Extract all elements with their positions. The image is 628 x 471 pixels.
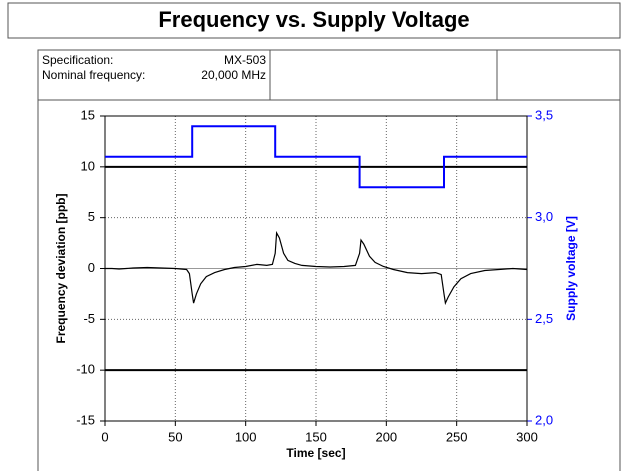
y2-axis-label: Supply voltage [V] <box>564 216 578 321</box>
x-tick-label: 100 <box>235 429 257 444</box>
x-tick-label: 250 <box>446 429 468 444</box>
x-tick-label: 200 <box>375 429 397 444</box>
x-tick-label: 0 <box>101 429 108 444</box>
y-tick-label: 10 <box>81 158 95 173</box>
y-tick-label: -5 <box>83 311 95 326</box>
y2-tick-label: 3,0 <box>535 209 553 224</box>
chart-box <box>37 99 621 471</box>
y-tick-label: -15 <box>76 412 95 427</box>
spec-label: Specification: <box>42 53 113 67</box>
x-tick-label: 150 <box>305 429 327 444</box>
spec-label: Nominal frequency: <box>42 68 145 82</box>
x-tick-label: 300 <box>516 429 538 444</box>
series-line <box>105 230 528 306</box>
y-axis-label: Frequency deviation [ppb] <box>54 193 68 343</box>
title-box <box>7 2 621 39</box>
y2-tick-label: 2,5 <box>535 311 553 326</box>
spec-value: 20,000 MHz <box>201 68 266 82</box>
y2-tick-label: 3,5 <box>535 107 553 122</box>
spec-box <box>37 49 621 101</box>
y-tick-label: 15 <box>81 107 95 122</box>
x-tick-label: 50 <box>168 429 182 444</box>
x-axis-label: Time [sec] <box>286 446 345 460</box>
y-tick-label: -10 <box>76 362 95 377</box>
chart-title: Frequency vs. Supply Voltage <box>158 7 469 32</box>
spec-value: MX-503 <box>224 53 266 67</box>
y-tick-label: 0 <box>88 260 95 275</box>
y-tick-label: 5 <box>88 209 95 224</box>
y2-tick-label: 2,0 <box>535 412 553 427</box>
series-line <box>105 125 527 189</box>
